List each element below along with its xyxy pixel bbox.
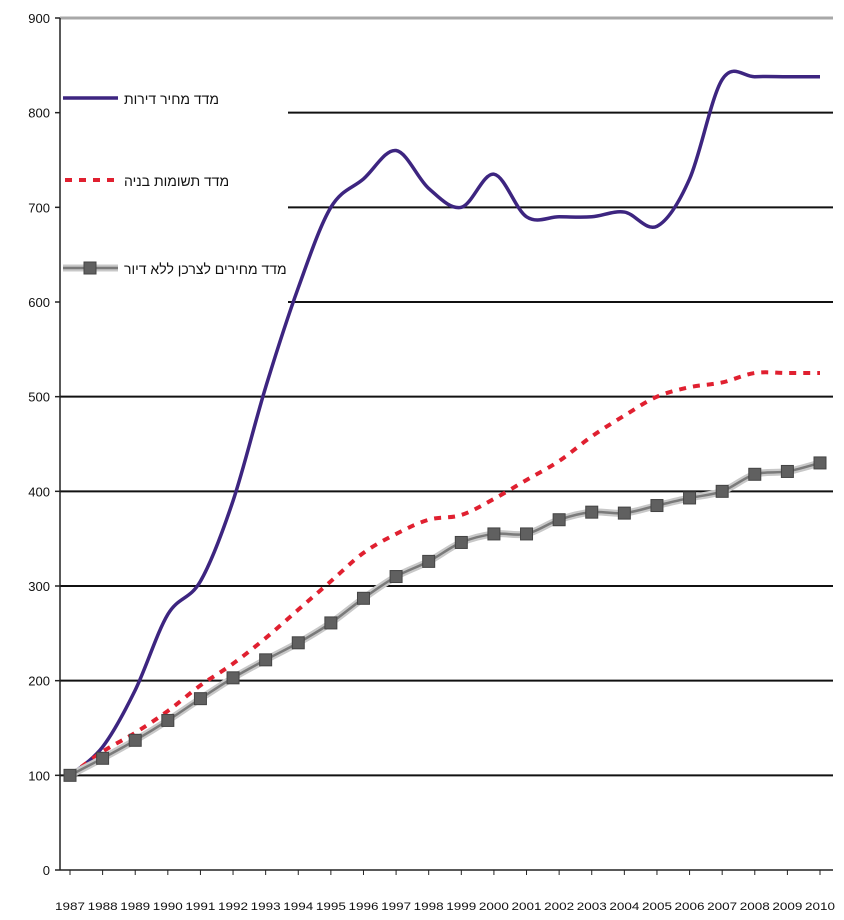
data-point	[650, 499, 664, 513]
data-point	[161, 713, 175, 727]
x-tick-label: 1990	[153, 901, 183, 913]
y-tick-label: 400	[28, 484, 50, 499]
data-point	[422, 554, 436, 568]
data-point	[585, 505, 599, 519]
data-point	[96, 751, 110, 765]
data-point	[813, 456, 827, 470]
data-point	[552, 513, 566, 527]
data-point	[487, 527, 501, 541]
x-tick-label: 1989	[120, 901, 150, 913]
x-tick-label: 2001	[512, 901, 542, 913]
x-tick-label: 2007	[707, 901, 737, 913]
data-point	[617, 506, 631, 520]
series-line-outline	[68, 459, 821, 779]
data-point	[259, 653, 273, 667]
data-point	[291, 636, 305, 650]
series-layer	[63, 69, 827, 782]
data-point	[193, 692, 207, 706]
x-tick-label: 2004	[609, 901, 639, 913]
x-tick-label: 1991	[185, 901, 215, 913]
x-tick-label: 1994	[283, 901, 313, 913]
data-point	[780, 464, 794, 478]
data-point	[226, 671, 240, 685]
x-tick-label: 1998	[414, 901, 444, 913]
data-point	[356, 591, 370, 605]
y-tick-label: 500	[28, 390, 50, 405]
x-tick-label: 2008	[740, 901, 770, 913]
x-tick-label: 2000	[479, 901, 509, 913]
legend-label: מדד מחירים לצרכן ללא דיור	[124, 261, 287, 277]
x-tick-label: 2009	[772, 901, 802, 913]
x-tick-label: 2006	[675, 901, 705, 913]
x-tick-label: 1999	[446, 901, 476, 913]
x-tick-label: 2010	[805, 901, 835, 913]
x-tick-label: 1988	[88, 901, 118, 913]
x-tick-labels: 1987 1988 1989 1990 1991 1992 1993 1994 1995 1996…	[55, 901, 835, 913]
axes	[55, 17, 833, 875]
y-tick-label: 200	[28, 674, 50, 689]
x-tick-label: 1993	[251, 901, 281, 913]
data-point	[748, 467, 762, 481]
data-point	[715, 484, 729, 498]
series-1	[68, 69, 820, 777]
data-point	[454, 535, 468, 549]
legend-item-2: מדד תשומות בניה	[65, 173, 229, 189]
data-point	[324, 616, 338, 630]
data-point	[683, 491, 697, 505]
x-tick-label: 1995	[316, 901, 346, 913]
y-tick-label: 300	[28, 579, 50, 594]
data-point	[520, 527, 534, 541]
x-tick-label: 2005	[642, 901, 672, 913]
legend-marker	[83, 261, 97, 275]
series-line	[68, 69, 820, 777]
x-tick-label: 1987	[55, 901, 85, 913]
legend-item-3: מדד מחירים לצרכן ללא דיור	[63, 261, 287, 277]
legend-label: מדד מחיר דירות	[124, 91, 219, 107]
x-tick-label: 2002	[544, 901, 574, 913]
x-tick-label: 1997	[381, 901, 411, 913]
y-tick-label: 700	[28, 200, 50, 215]
y-tick-label: 100	[28, 768, 50, 783]
series-line	[69, 461, 821, 777]
series-2	[68, 370, 820, 777]
data-point	[63, 768, 77, 782]
y-tick-label: 0	[43, 863, 50, 878]
gridlines	[60, 16, 833, 777]
y-tick-label: 900	[28, 11, 50, 26]
y-tick-label: 600	[28, 295, 50, 310]
legend-label: מדד תשומות בניה	[124, 173, 229, 189]
legend-item-1: מדד מחיר דירות	[63, 91, 219, 107]
x-tick-label: 1996	[348, 901, 378, 913]
y-tick-labels: 0 100 200 300 400 500 600 700 800 900	[28, 11, 50, 878]
x-tick-label: 1992	[218, 901, 248, 913]
series-line	[68, 370, 820, 777]
series-3	[63, 456, 827, 782]
data-point	[128, 733, 142, 747]
data-point	[389, 570, 403, 584]
legend: מדד מחיר דירות מדד תשומות בניה מדד מחירים …	[63, 91, 287, 277]
x-tick-label: 2003	[577, 901, 607, 913]
y-tick-label: 800	[28, 106, 50, 121]
